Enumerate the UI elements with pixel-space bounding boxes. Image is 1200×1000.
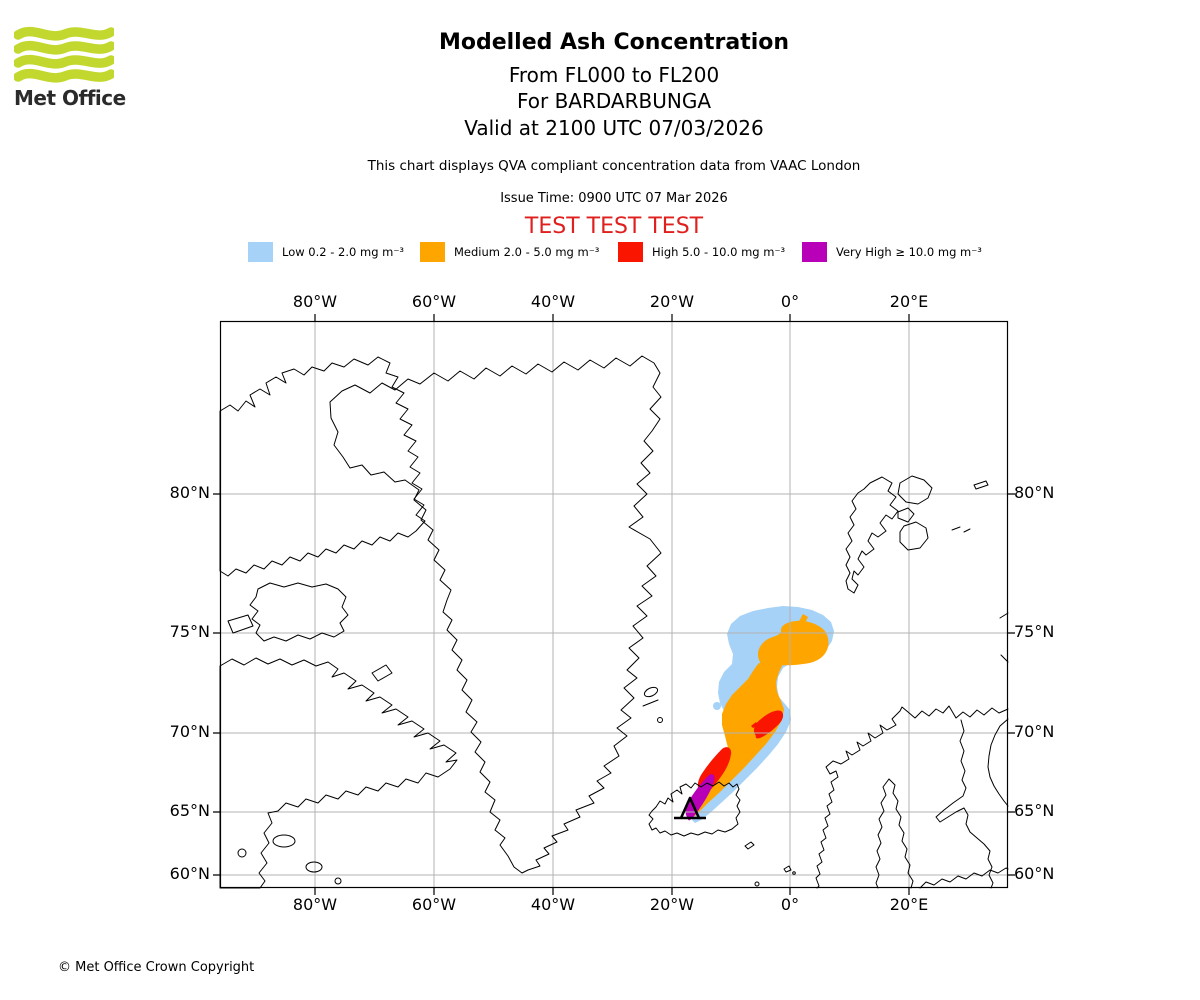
plume-low-speck-1 xyxy=(713,702,721,710)
lat-label-right-75n: 75°N xyxy=(1014,622,1055,641)
coast-greenland xyxy=(329,355,662,874)
plume-high-mid-blob xyxy=(753,710,784,739)
lat-label-right-70n: 70°N xyxy=(1014,722,1055,741)
coast-somerset xyxy=(227,614,254,634)
coast-norway xyxy=(815,705,1009,889)
coast-scoresby-islet xyxy=(657,717,663,723)
coast-scoresby-fjord xyxy=(642,699,659,707)
met-office-logo-text: Met Office xyxy=(14,86,126,110)
plume-medium-head xyxy=(757,620,829,666)
met-office-logo-waves xyxy=(14,26,114,83)
lat-label-left-80n: 80°N xyxy=(169,483,210,502)
subtitle-valid-time: Valid at 2100 UTC 07/03/2026 xyxy=(464,116,764,140)
lon-label-bottom-40w: 40°W xyxy=(530,895,576,914)
coast-ellesmere xyxy=(219,356,426,577)
coast-iceland xyxy=(648,781,741,837)
graticule xyxy=(220,321,1008,888)
lat-label-left-70n: 70°N xyxy=(169,722,210,741)
coast-devon xyxy=(249,582,349,642)
legend-swatch-very-high xyxy=(802,242,827,262)
subtitle-flight-levels: From FL000 to FL200 xyxy=(508,63,720,87)
lon-label-bottom-20w: 20°W xyxy=(649,895,695,914)
coast-island-sw-2 xyxy=(305,861,323,873)
coast-faroes-islet xyxy=(792,871,796,875)
coast-svalbard-islets xyxy=(951,526,971,533)
coast-jan-mayen xyxy=(744,841,755,850)
map-frame xyxy=(219,320,1009,889)
volcano-marker xyxy=(674,796,706,820)
legend-label-high: High 5.0 - 10.0 mg m⁻³ xyxy=(652,245,786,259)
lat-label-right-60n: 60°N xyxy=(1014,864,1055,883)
lon-label-top-20e: 20°E xyxy=(889,292,929,311)
coast-nordaustlandet xyxy=(897,475,933,505)
issue-time: Issue Time: 0900 UTC 07 Mar 2026 xyxy=(500,191,728,206)
legend-item-medium: Medium 2.0 - 5.0 mg m⁻³ xyxy=(420,241,599,263)
coast-bothnia xyxy=(875,778,914,889)
lon-label-top-20w: 20°W xyxy=(649,292,695,311)
coast-right-edge-slivers xyxy=(999,612,1009,663)
lat-label-right-65n: 65°N xyxy=(1014,801,1055,820)
coast-island-sw-1 xyxy=(272,834,296,848)
ash-plume xyxy=(685,606,834,823)
legend-item-high: High 5.0 - 10.0 mg m⁻³ xyxy=(618,241,785,263)
legend-label-low: Low 0.2 - 2.0 mg m⁻³ xyxy=(282,245,405,259)
lon-label-top-60w: 60°W xyxy=(411,292,457,311)
legend-label-very-high: Very High ≥ 10.0 mg m⁻³ xyxy=(836,245,982,259)
coast-bylot xyxy=(371,664,393,682)
coast-white-sea-east xyxy=(987,718,1009,807)
legend-item-very-high: Very High ≥ 10.0 mg m⁻³ xyxy=(802,241,982,263)
lat-label-left-65n: 65°N xyxy=(169,801,210,820)
axis-ticks xyxy=(213,314,1015,895)
map-frame-and-ticks xyxy=(213,314,1015,895)
coast-white-sea-west xyxy=(935,719,994,889)
lon-label-bottom-20e: 20°E xyxy=(889,895,929,914)
lon-label-bottom-80w: 80°W xyxy=(292,895,338,914)
coast-island-sw-3 xyxy=(237,848,247,858)
coast-island-sw-4 xyxy=(334,877,342,885)
lat-label-right-80n: 80°N xyxy=(1014,483,1055,502)
lon-label-bottom-60w: 60°W xyxy=(411,895,457,914)
lon-label-bottom-0: 0° xyxy=(780,895,800,914)
subtitle-volcano: For BARDARBUNGA xyxy=(516,89,712,113)
lat-label-left-60n: 60°N xyxy=(169,864,210,883)
legend-label-medium: Medium 2.0 - 5.0 mg m⁻³ xyxy=(454,245,600,259)
legend-item-low: Low 0.2 - 2.0 mg m⁻³ xyxy=(248,241,404,263)
coast-kvitoya xyxy=(973,480,989,490)
coast-faroes xyxy=(783,865,792,873)
plume-high-dash xyxy=(751,722,758,728)
coast-barentsoya xyxy=(897,507,915,523)
plume-very-high-streak xyxy=(685,774,715,821)
legend-swatch-high xyxy=(618,242,643,262)
page-title: Modelled Ash Concentration xyxy=(438,30,790,55)
lon-label-top-80w: 80°W xyxy=(292,292,338,311)
coast-edgeoya xyxy=(899,521,929,551)
copyright-notice: © Met Office Crown Copyright xyxy=(58,960,255,975)
map-canvas xyxy=(213,314,1015,895)
map-panel xyxy=(213,314,1015,895)
test-banner: TEST TEST TEST xyxy=(524,214,704,239)
legend-swatch-medium xyxy=(420,242,445,262)
lon-label-top-40w: 40°W xyxy=(530,292,576,311)
coast-shetland xyxy=(754,881,760,887)
coast-scoresby-island xyxy=(643,686,659,698)
plume-medium-finger xyxy=(798,614,808,625)
legend-swatch-low xyxy=(248,242,273,262)
lon-label-top-0: 0° xyxy=(780,292,800,311)
met-office-logo xyxy=(14,24,114,88)
lat-label-left-75n: 75°N xyxy=(169,622,210,641)
coast-baffin xyxy=(219,657,458,889)
coast-spitsbergen xyxy=(845,476,899,594)
coastlines xyxy=(219,355,1009,889)
coast-gulf-of-finland xyxy=(919,867,1009,889)
compliance-note: This chart displays QVA compliant concen… xyxy=(367,158,861,174)
